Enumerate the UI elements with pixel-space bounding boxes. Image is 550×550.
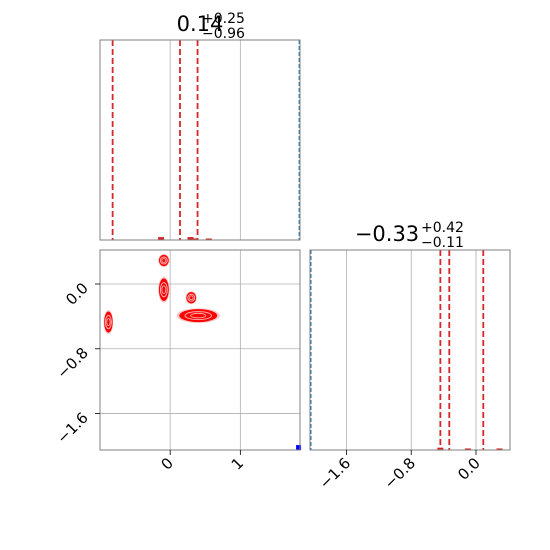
scatter-cluster-1 <box>158 254 170 268</box>
histogram-param-2-x-ticks: −1.6 −0.8 0.0 <box>316 450 484 493</box>
scatter-cluster-contour-1 <box>159 256 168 265</box>
scatter-cluster-0 <box>103 309 114 335</box>
scatter-cluster-contour-2 <box>159 282 168 298</box>
histogram-param-2-grid <box>346 250 477 450</box>
histogram-param-1-grid <box>169 40 241 240</box>
histogram-param-1-title-value: 0.14 <box>177 12 224 36</box>
histogram-param-1-bin-1 <box>187 237 194 240</box>
histogram-param-2-title-lower: −0.11 <box>421 235 464 251</box>
scatter-grid <box>100 250 300 450</box>
histogram-param-1-title-lower: −0.96 <box>202 26 245 42</box>
scatter-frame <box>99 249 301 451</box>
histogram-param-2-bin-1 <box>464 448 471 450</box>
histogram-param-2-x-tick-label-2: 0.0 <box>454 454 484 484</box>
histogram-param-1-bin-2 <box>191 238 198 240</box>
scatter-y-ticks: 0.0 −0.8 −1.6 <box>53 279 100 447</box>
histogram-param-1-bin-3 <box>205 238 212 240</box>
scatter-outlier-point <box>296 445 302 451</box>
scatter-cluster-inner-contour-0 <box>106 318 111 327</box>
scatter-outlier-layer <box>296 445 302 451</box>
scatter-cluster-inner-contour-2 <box>161 285 167 294</box>
histogram-param-2-quantile-lines <box>310 250 485 450</box>
histogram-param-2-x-tick-label-0: −1.6 <box>316 454 354 492</box>
histogram-param-1-bin-0 <box>158 237 165 240</box>
histogram-param-2-title-upper: +0.42 <box>421 220 464 236</box>
scatter-x-tick-label-0: 0 <box>158 454 177 473</box>
histogram-param-1-quantile-lines <box>111 40 300 240</box>
scatter-y-tick-label-0: 0.0 <box>62 279 92 309</box>
scatter-cluster-2 <box>158 276 170 303</box>
histogram-param-1-bins <box>158 237 212 240</box>
histogram-param-2-panel: −1.6 −0.8 0.0 −0.33 +0.42 −0.11 <box>309 220 511 493</box>
histogram-param-1-title: 0.14 <box>177 12 224 36</box>
histogram-param-2-bin-2 <box>496 448 503 450</box>
scatter-x-tick-label-1: 1 <box>228 454 247 473</box>
scatter-cluster-contour-4 <box>184 311 213 321</box>
scatter-y-tick-label-1: −0.8 <box>53 344 91 382</box>
scatter-cluster-inner-contour-1 <box>161 258 167 263</box>
scatter-cluster-3 <box>185 291 197 305</box>
histogram-param-1-title-upper: +0.25 <box>202 11 245 27</box>
scatter-clusters <box>103 254 221 335</box>
scatter-y-tick-label-2: −1.6 <box>53 409 91 447</box>
histogram-param-2-x-tick-label-1: −0.8 <box>381 454 419 492</box>
histogram-param-2-title: −0.33 <box>355 222 419 246</box>
scatter-cluster-4 <box>176 308 221 324</box>
scatter-cluster-inner-contour-4 <box>190 312 207 319</box>
histogram-param-2-title-value: −0.33 <box>355 222 419 246</box>
histogram-param-1-panel: 0.14 +0.25 −0.96 <box>99 11 301 241</box>
scatter-cluster-inner-contour-3 <box>188 295 194 301</box>
histogram-param-1-frame <box>99 39 301 241</box>
histogram-param-2-frame <box>309 249 511 451</box>
scatter-cluster-contour-0 <box>104 315 112 330</box>
scatter-cluster-contour-3 <box>187 293 196 302</box>
